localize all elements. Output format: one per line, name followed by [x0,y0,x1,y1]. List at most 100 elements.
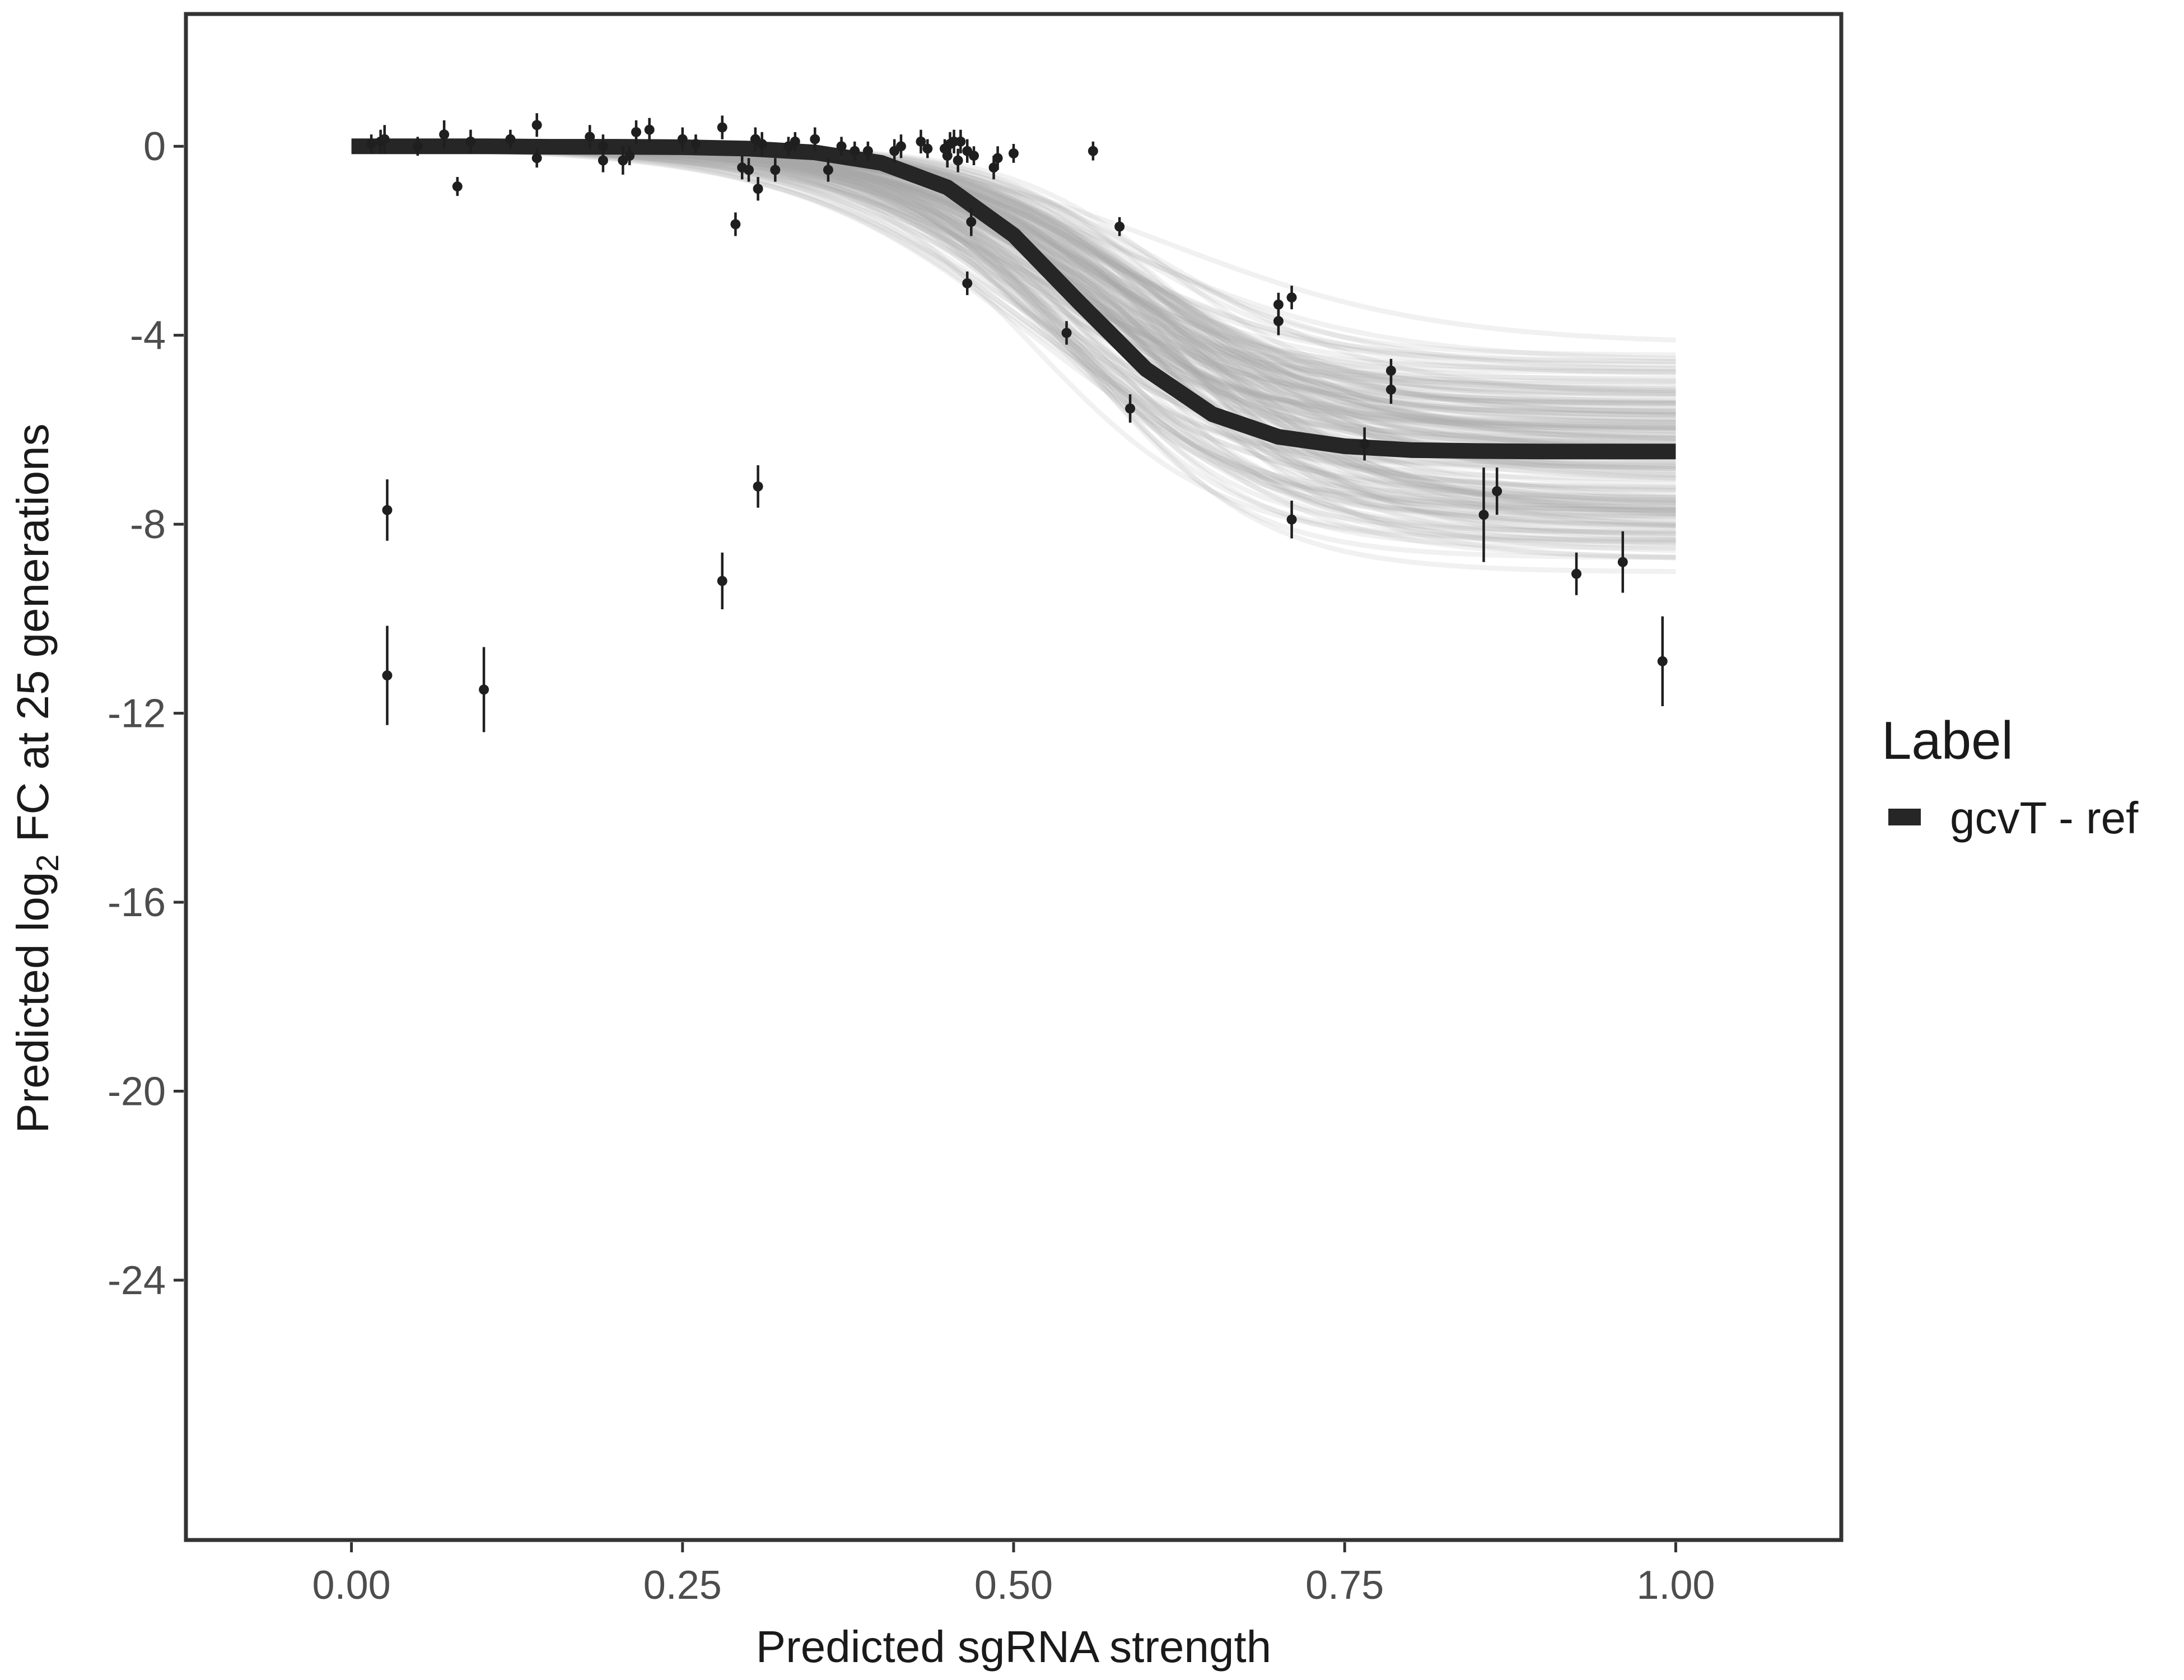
point-marker [1478,510,1489,520]
point-marker [379,134,390,144]
x-axis-title: Predicted sgRNA strength [756,1622,1271,1672]
point-marker [1088,146,1098,156]
data-point [757,132,767,156]
point-marker [1657,656,1668,666]
data-point [1385,375,1396,404]
legend-key-gcvt-ref [1888,809,1921,825]
data-point [1359,427,1370,461]
x-tick-label: 0.00 [312,1563,391,1608]
data-point [439,120,450,149]
data-points [366,113,1668,732]
point-marker [810,134,820,144]
point-marker [598,155,608,166]
y-axis-title-prefix: Predicted log [8,872,58,1133]
data-point [366,134,377,153]
point-marker [382,670,393,681]
point-marker [862,146,873,156]
y-tick-label: -16 [108,880,166,925]
point-marker [1125,403,1136,414]
y-tick-label: -12 [108,692,166,736]
point-marker [1061,328,1072,338]
point-marker [1273,316,1284,326]
posterior-draw-line [351,145,1676,501]
data-point [753,177,763,201]
point-marker [966,217,977,227]
data-point [992,146,1003,170]
data-point [631,120,642,144]
x-axis: 0.00 0.25 0.50 0.75 1.00 [312,1542,1715,1608]
data-point [1114,217,1125,236]
y-tick-label: -20 [108,1070,166,1114]
legend-label-gcvt-ref: gcvT - ref [1950,793,2139,843]
point-marker [1114,221,1125,232]
data-point [810,127,820,151]
data-point [895,134,906,158]
data-point [1478,467,1489,562]
point-marker [916,136,926,147]
point-marker [1286,292,1297,303]
point-marker [531,120,542,130]
data-point [1088,141,1098,161]
legend-title: Label [1882,711,2013,771]
point-marker [988,162,999,173]
data-point [1617,531,1628,593]
data-point [962,271,973,295]
point-marker [955,136,966,147]
data-point [1571,552,1582,595]
point-marker [1273,299,1284,310]
point-marker [753,481,763,492]
y-axis: 0 -4 -8 -12 -16 -20 -24 [108,124,184,1303]
point-marker [717,576,727,586]
y-axis-title-subscript: 2 [30,855,65,872]
data-point [1286,286,1297,310]
y-axis-title-suffix: FC at 25 generations [8,423,58,854]
data-point [1061,321,1072,345]
data-point [412,137,423,156]
data-point [1009,144,1019,163]
data-point [1125,394,1136,423]
x-tick-label: 0.50 [974,1563,1053,1608]
data-point [922,139,933,158]
point-marker [757,139,767,150]
data-point [677,127,688,151]
data-point [916,129,926,153]
point-marker [1385,384,1396,395]
data-point [955,129,966,153]
point-marker [717,122,727,133]
posterior-draw-line [351,145,1676,528]
fit-curve-layer [351,138,1676,460]
plot-panel-border [184,12,1844,1542]
data-point [382,479,393,541]
point-marker [465,136,476,147]
x-tick-label: 0.75 [1305,1563,1384,1608]
point-marker [730,219,741,230]
point-marker [1492,486,1502,497]
point-marker [770,165,781,175]
point-marker [1385,365,1396,376]
y-tick-label: -24 [108,1258,166,1303]
data-point [531,148,542,168]
data-point [717,115,727,139]
point-marker [1571,568,1582,579]
x-tick-label: 0.25 [643,1563,722,1608]
point-marker [585,132,595,142]
point-marker [382,505,393,515]
data-point [465,129,476,153]
point-marker [922,143,933,154]
data-point [382,626,393,725]
data-point [644,118,655,142]
data-point [1273,307,1284,335]
point-marker [677,134,688,144]
data-point [862,141,873,161]
data-point [823,158,833,182]
data-point [790,132,800,151]
fit-curve-gcvt-ref [351,138,1676,460]
y-tick-label: 0 [143,124,166,169]
point-marker [969,151,979,161]
data-point [850,141,860,161]
point-marker [1009,148,1019,158]
data-point [1657,616,1668,706]
point-marker [753,184,763,194]
